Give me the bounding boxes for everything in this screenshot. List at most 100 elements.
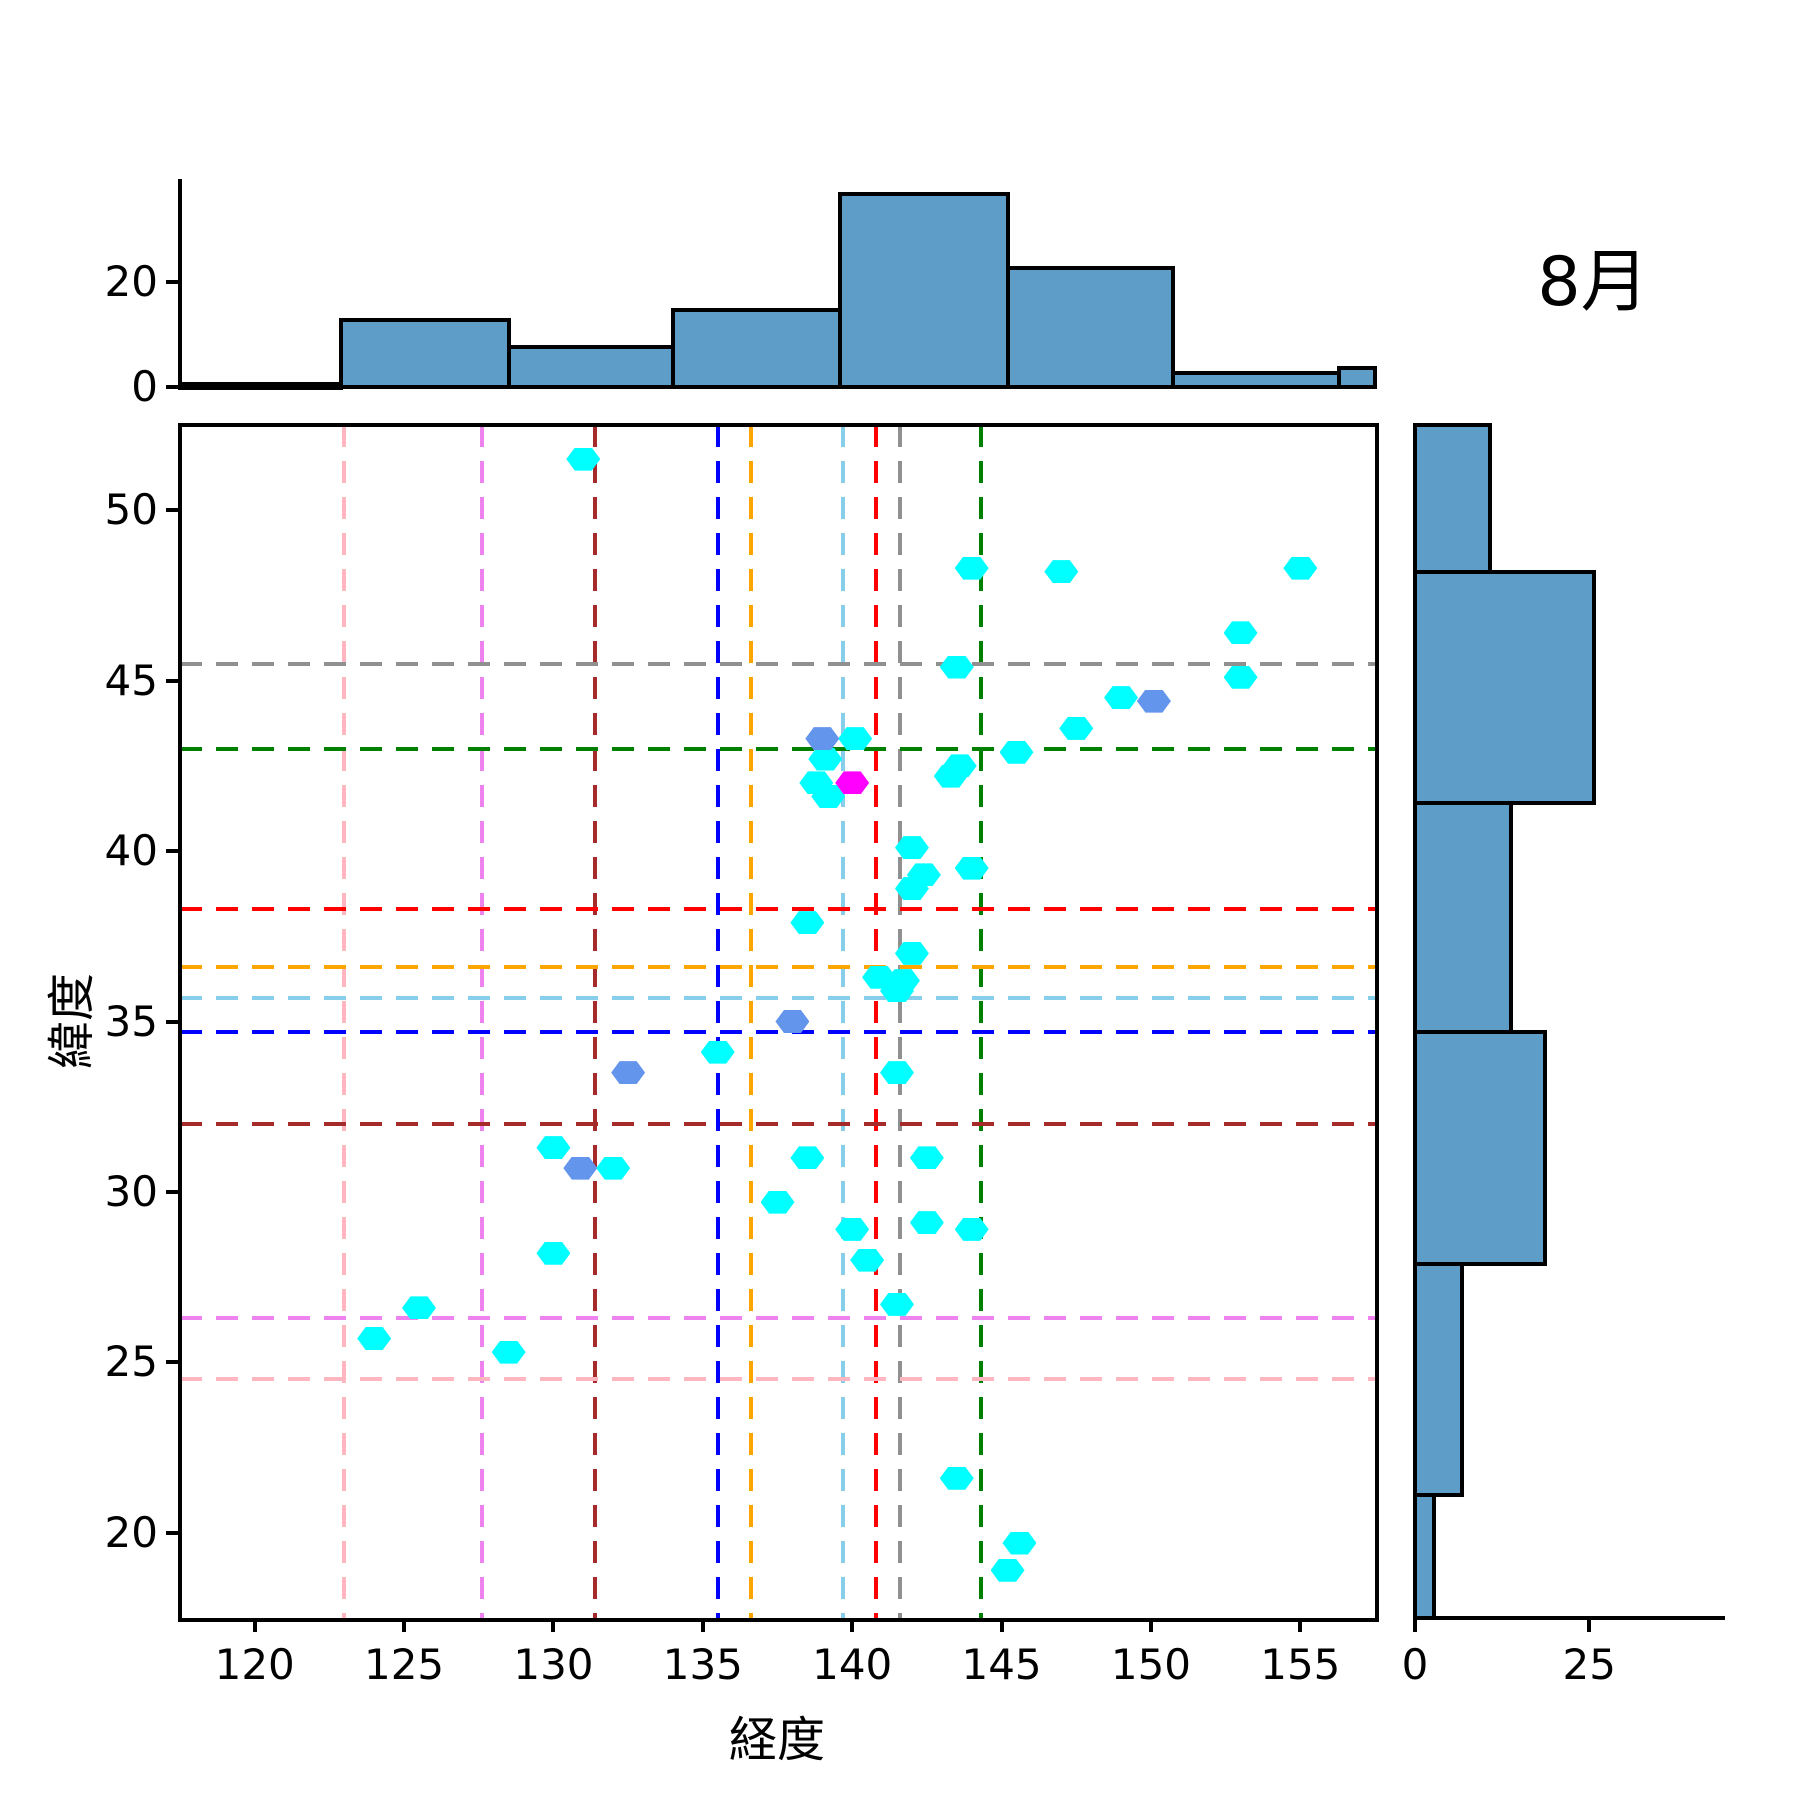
crosshair-vline-blue (715, 425, 720, 1618)
right-hist-xtick-label: 25 (1562, 1640, 1616, 1689)
x-tick-label: 120 (214, 1640, 295, 1689)
x-tick (850, 1620, 855, 1632)
crosshair-hline-brown (180, 1121, 1375, 1126)
scatter-point-cyan-points (566, 447, 601, 471)
top-hist-ytick (166, 279, 178, 284)
scatter-point-cyan-points (880, 979, 914, 1003)
right-hist-bar (1413, 423, 1492, 574)
scatter-point-cyan-points (894, 941, 929, 965)
scatter-point-cyan-points (954, 1217, 989, 1241)
x-tick (1148, 1620, 1153, 1632)
crosshair-hline-pink (180, 1377, 1375, 1382)
top-hist-left-spine (178, 179, 182, 389)
scatter-point-blue-points (805, 727, 840, 751)
crosshair-hline-blue (180, 1029, 1375, 1034)
top-hist-ytick-label: 20 (104, 256, 158, 306)
right-hist-xtick (1413, 1620, 1417, 1632)
y-tick-label: 25 (104, 1337, 158, 1387)
scatter-point-cyan-points (850, 1248, 885, 1272)
y-tick (166, 1019, 178, 1024)
scatter-point-blue-points (611, 1061, 646, 1085)
scatter-point-cyan-points (790, 1146, 825, 1170)
x-tick-label: 150 (1110, 1640, 1192, 1689)
crosshair-vline-pink (342, 425, 347, 1618)
x-tick-label: 125 (363, 1640, 445, 1689)
y-axis-label: 緯度 (44, 973, 100, 1070)
top-hist-bar (339, 318, 511, 389)
top-hist-bottom-spine (178, 385, 1377, 389)
y-tick-label: 45 (104, 655, 158, 705)
x-tick (999, 1620, 1004, 1632)
scatter-point-cyan-points (1283, 556, 1318, 580)
scatter-point-cyan-points (808, 747, 843, 771)
scatter-point-cyan-points (1002, 1531, 1037, 1555)
x-tick (1298, 1620, 1303, 1632)
top-hist-bar (506, 344, 675, 389)
scatter-point-blue-points (563, 1156, 598, 1180)
x-tick-label: 145 (961, 1640, 1042, 1689)
top-hist-bar (838, 191, 1010, 389)
scatter-point-cyan-points (1223, 621, 1258, 645)
crosshair-vline-red (874, 425, 879, 1618)
crosshair-hline-violet (180, 1316, 1375, 1321)
scatter-point-cyan-points (1223, 665, 1258, 689)
y-tick (166, 1530, 178, 1535)
scatter-point-blue-points (775, 1010, 810, 1033)
crosshair-hline-orange (180, 964, 1375, 969)
scatter-point-cyan-points (909, 1211, 944, 1235)
right-hist-left-spine (1413, 425, 1417, 1620)
scatter-point-cyan-points (894, 836, 929, 860)
plot-title: 8月 (1537, 243, 1649, 322)
top-hist-bar (670, 307, 843, 389)
scatter-point-cyan-points (939, 1466, 974, 1490)
scatter-point-cyan-points (596, 1156, 631, 1180)
crosshair-vline-brown (593, 425, 598, 1618)
scatter-point-cyan-points (835, 1217, 870, 1241)
scatter-point-cyan-points (536, 1136, 571, 1160)
y-tick-label: 20 (104, 1507, 158, 1557)
scatter-point-cyan-points (999, 740, 1034, 764)
right-hist-bottom-spine (1413, 1616, 1725, 1620)
scatter-point-cyan-points (700, 1040, 735, 1064)
x-tick (700, 1620, 705, 1632)
y-tick (166, 508, 178, 513)
scatter-point-cyan-points (536, 1241, 571, 1265)
crosshair-hline-green (180, 746, 1375, 751)
scatter-point-blue-points (1136, 689, 1171, 713)
scatter-point-cyan-points (402, 1296, 436, 1320)
crosshair-hline-red (180, 907, 1375, 912)
scatter-point-cyan-points (811, 785, 846, 809)
y-tick-label: 35 (104, 996, 158, 1046)
scatter-point-cyan-points (880, 1061, 914, 1085)
scatter-point-cyan-points (838, 727, 873, 751)
crosshair-vline-violet (479, 425, 484, 1618)
x-tick (402, 1620, 407, 1632)
x-tick (252, 1620, 257, 1632)
right-hist-bar (1413, 569, 1597, 806)
x-tick (551, 1620, 556, 1632)
x-tick-label: 140 (812, 1640, 893, 1689)
crosshair-vline-skyblue (841, 425, 846, 1618)
crosshair-vline-orange (748, 425, 753, 1618)
crosshair-vline-gray (897, 425, 902, 1618)
top-hist-ytick (166, 385, 178, 389)
y-tick-label: 30 (104, 1166, 158, 1216)
scatter-point-cyan-points (939, 655, 974, 679)
scatter-point-cyan-points (954, 856, 989, 880)
scatter-point-cyan-points (954, 556, 989, 580)
right-hist-bar (1413, 1029, 1548, 1266)
y-tick (166, 1360, 178, 1365)
scatter-point-cyan-points (990, 1558, 1025, 1582)
scatter-point-cyan-points (357, 1326, 392, 1350)
x-axis-label: 経度 (728, 1712, 825, 1768)
x-tick-label: 135 (662, 1640, 743, 1689)
scatter-point-cyan-points (933, 764, 968, 788)
x-tick-label: 155 (1260, 1640, 1341, 1689)
y-tick (166, 1189, 178, 1194)
y-tick (166, 678, 178, 683)
scatter-point-cyan-points (880, 1292, 914, 1316)
top-hist-bar (1005, 265, 1176, 389)
right-hist-xtick (1587, 1620, 1592, 1632)
crosshair-hline-skyblue (180, 995, 1375, 1000)
